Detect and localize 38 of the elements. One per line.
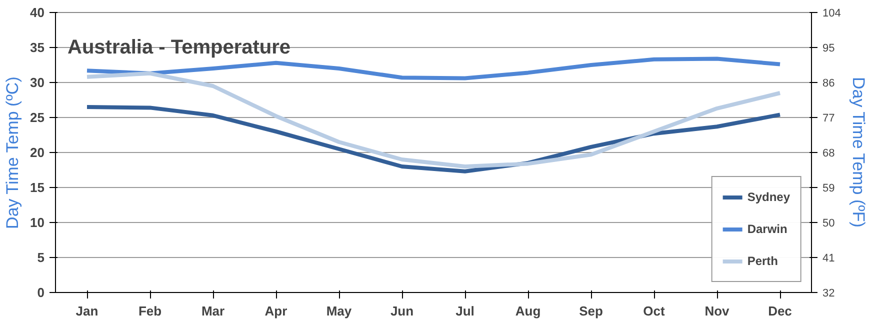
x-tick-label: Sep [579,304,603,318]
x-tick-label: May [326,304,352,318]
legend-label: Darwin [747,222,788,236]
legend-label: Sydney [747,190,790,204]
line-series [85,71,782,168]
y-tick-label: 0 [37,285,45,300]
y2-tick-label: 77 [822,112,835,124]
y-tick-label: 15 [30,180,45,195]
y2-tick-label: 59 [822,182,835,194]
x-tick-label: Oct [643,304,666,318]
legend-label: Perth [747,254,778,268]
y2-tick-label: 50 [822,218,835,230]
line-series [85,56,782,80]
y2-tick-label: 86 [822,78,835,90]
x-tick-label: Aug [515,304,541,318]
y-tick-label: 5 [37,250,45,265]
y-tick-label: 30 [30,75,45,90]
x-tick-label: Mar [201,304,225,318]
y-tick-label: 20 [30,145,45,160]
x-tick-label: Jun [390,304,414,318]
x-tick-label: Jan [76,304,98,318]
x-tick-label: Nov [704,304,730,318]
x-tick-label: Apr [264,304,288,318]
y2-axis-title: Day Time Temp (ºF) [848,76,868,228]
y-tick-label: 40 [30,5,45,20]
y-tick-label: 25 [30,110,45,125]
x-tick-label: Jul [456,304,474,318]
y2-tick-label: 68 [822,148,835,160]
x-tick-label: Feb [138,304,162,318]
x-tick-label: Dec [768,304,792,318]
text: Australia - Temperature [68,36,291,58]
y-tick-label: 35 [30,40,45,55]
y2-tick-label: 95 [822,42,835,54]
y-axis-title: Day Time Temp (ºC) [3,76,22,229]
y2-tick-label: 41 [822,252,835,264]
y2-tick-label: 104 [822,8,841,20]
y-tick-label: 10 [30,215,45,230]
y2-tick-label: 32 [822,288,835,300]
